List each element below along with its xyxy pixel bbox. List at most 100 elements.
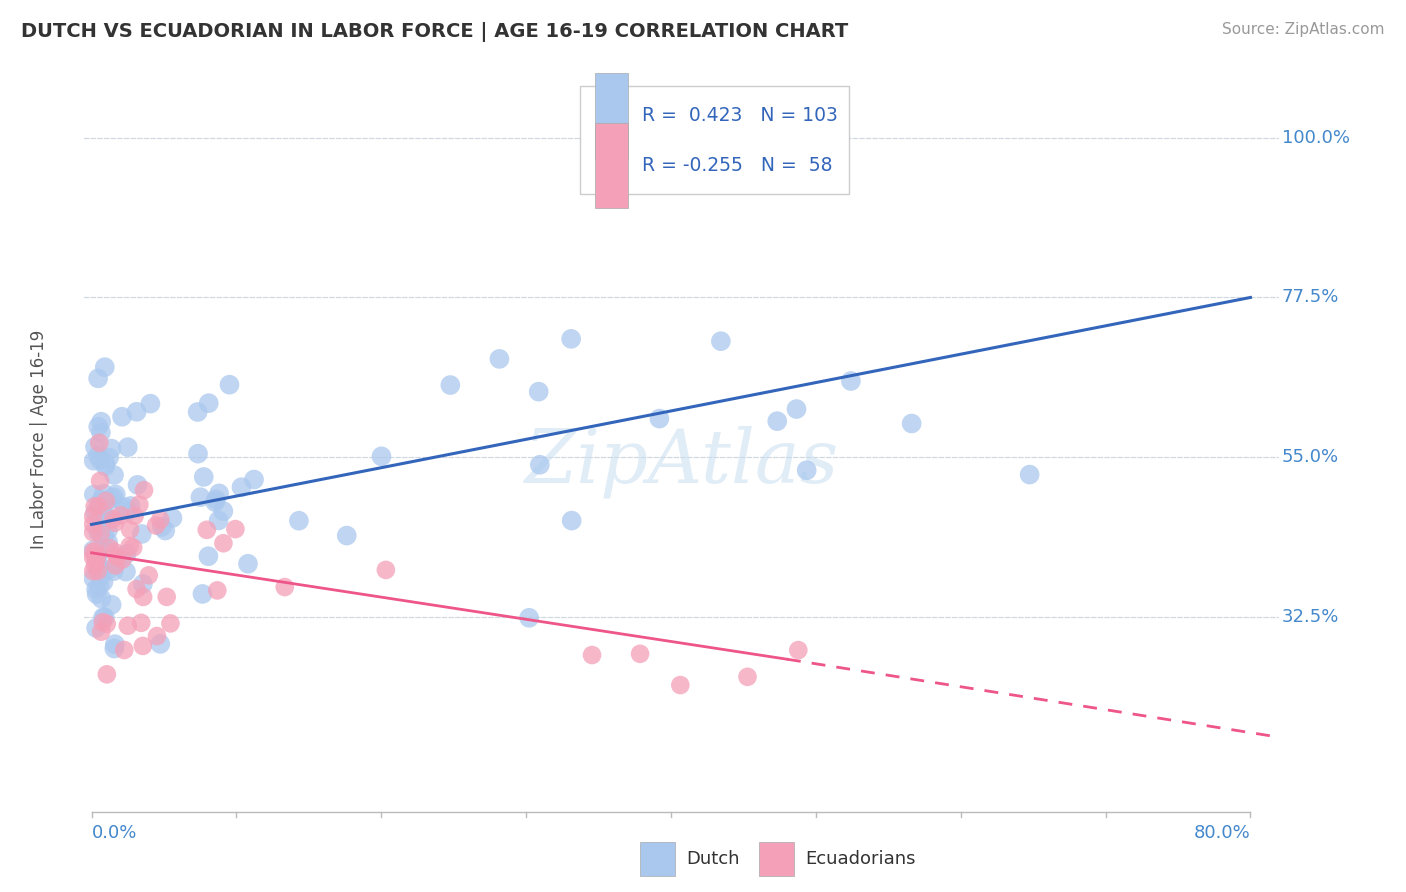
- Point: [145, 518, 167, 533]
- Point: [83, 454, 105, 468]
- Point: [90, 624, 112, 639]
- Text: Ecuadorians: Ecuadorians: [806, 850, 917, 868]
- Point: [648, 411, 671, 425]
- Point: [93, 528, 115, 542]
- Point: [89, 435, 111, 450]
- Point: [93, 574, 115, 589]
- Text: In Labor Force | Age 16-19: In Labor Force | Age 16-19: [30, 330, 48, 549]
- Point: [91, 615, 114, 629]
- Point: [124, 508, 146, 523]
- FancyBboxPatch shape: [595, 122, 628, 208]
- Text: Dutch: Dutch: [686, 850, 740, 868]
- Point: [90, 591, 112, 606]
- Point: [84, 440, 107, 454]
- Point: [105, 549, 128, 564]
- Point: [208, 486, 231, 500]
- Point: [120, 499, 142, 513]
- Point: [669, 678, 692, 692]
- Point: [87, 561, 110, 575]
- Point: [87, 516, 110, 530]
- Point: [89, 579, 111, 593]
- Point: [191, 587, 214, 601]
- Point: [127, 478, 149, 492]
- Point: [132, 639, 155, 653]
- Point: [86, 587, 108, 601]
- Point: [90, 497, 112, 511]
- Point: [82, 545, 104, 559]
- Point: [97, 562, 120, 576]
- Point: [82, 517, 104, 532]
- Point: [149, 513, 172, 527]
- Point: [87, 525, 110, 540]
- Point: [90, 492, 112, 507]
- Point: [84, 550, 107, 565]
- Point: [83, 500, 105, 514]
- Point: [155, 524, 177, 538]
- Point: [84, 544, 107, 558]
- Point: [132, 577, 155, 591]
- Point: [100, 442, 122, 456]
- Point: [125, 582, 148, 596]
- Point: [93, 508, 115, 522]
- Point: [90, 561, 112, 575]
- Point: [87, 371, 110, 385]
- Point: [96, 616, 118, 631]
- Point: [82, 571, 104, 585]
- Point: [84, 505, 107, 519]
- Point: [104, 516, 127, 530]
- Point: [90, 425, 112, 440]
- Point: [204, 495, 226, 509]
- Point: [710, 334, 733, 349]
- Point: [150, 520, 173, 534]
- Point: [111, 409, 134, 424]
- Point: [114, 500, 136, 515]
- Point: [97, 492, 120, 507]
- Point: [561, 514, 583, 528]
- Point: [212, 504, 235, 518]
- Point: [193, 470, 215, 484]
- Point: [370, 450, 392, 464]
- Point: [187, 447, 209, 461]
- Text: ZipAtlas: ZipAtlas: [524, 425, 839, 498]
- Point: [207, 513, 229, 527]
- Point: [104, 487, 127, 501]
- Point: [146, 629, 169, 643]
- Point: [103, 491, 125, 505]
- Text: 100.0%: 100.0%: [1282, 128, 1350, 147]
- Point: [212, 536, 235, 550]
- Point: [94, 459, 117, 474]
- Point: [101, 491, 124, 506]
- Point: [90, 568, 112, 582]
- Point: [737, 670, 759, 684]
- Point: [190, 490, 212, 504]
- Point: [84, 582, 107, 597]
- Point: [112, 643, 135, 657]
- Point: [132, 590, 155, 604]
- Text: R = -0.255   N =  58: R = -0.255 N = 58: [643, 156, 832, 175]
- Point: [83, 487, 105, 501]
- Point: [104, 637, 127, 651]
- Point: [84, 621, 107, 635]
- Text: DUTCH VS ECUADORIAN IN LABOR FORCE | AGE 16-19 CORRELATION CHART: DUTCH VS ECUADORIAN IN LABOR FORCE | AGE…: [21, 22, 848, 42]
- Point: [111, 552, 134, 566]
- Point: [787, 643, 810, 657]
- FancyBboxPatch shape: [581, 86, 849, 194]
- Point: [90, 415, 112, 429]
- Point: [796, 463, 818, 477]
- Point: [785, 402, 807, 417]
- Point: [138, 568, 160, 582]
- Point: [96, 667, 118, 681]
- Point: [336, 528, 359, 542]
- Point: [82, 509, 104, 524]
- Point: [766, 414, 789, 428]
- Point: [98, 450, 121, 465]
- Text: 32.5%: 32.5%: [1282, 607, 1340, 625]
- Text: 0.0%: 0.0%: [91, 824, 136, 842]
- Point: [90, 524, 112, 539]
- Point: [439, 378, 461, 392]
- Point: [82, 543, 104, 558]
- Point: [125, 405, 148, 419]
- Point: [82, 564, 104, 578]
- Point: [97, 523, 120, 537]
- Point: [236, 557, 259, 571]
